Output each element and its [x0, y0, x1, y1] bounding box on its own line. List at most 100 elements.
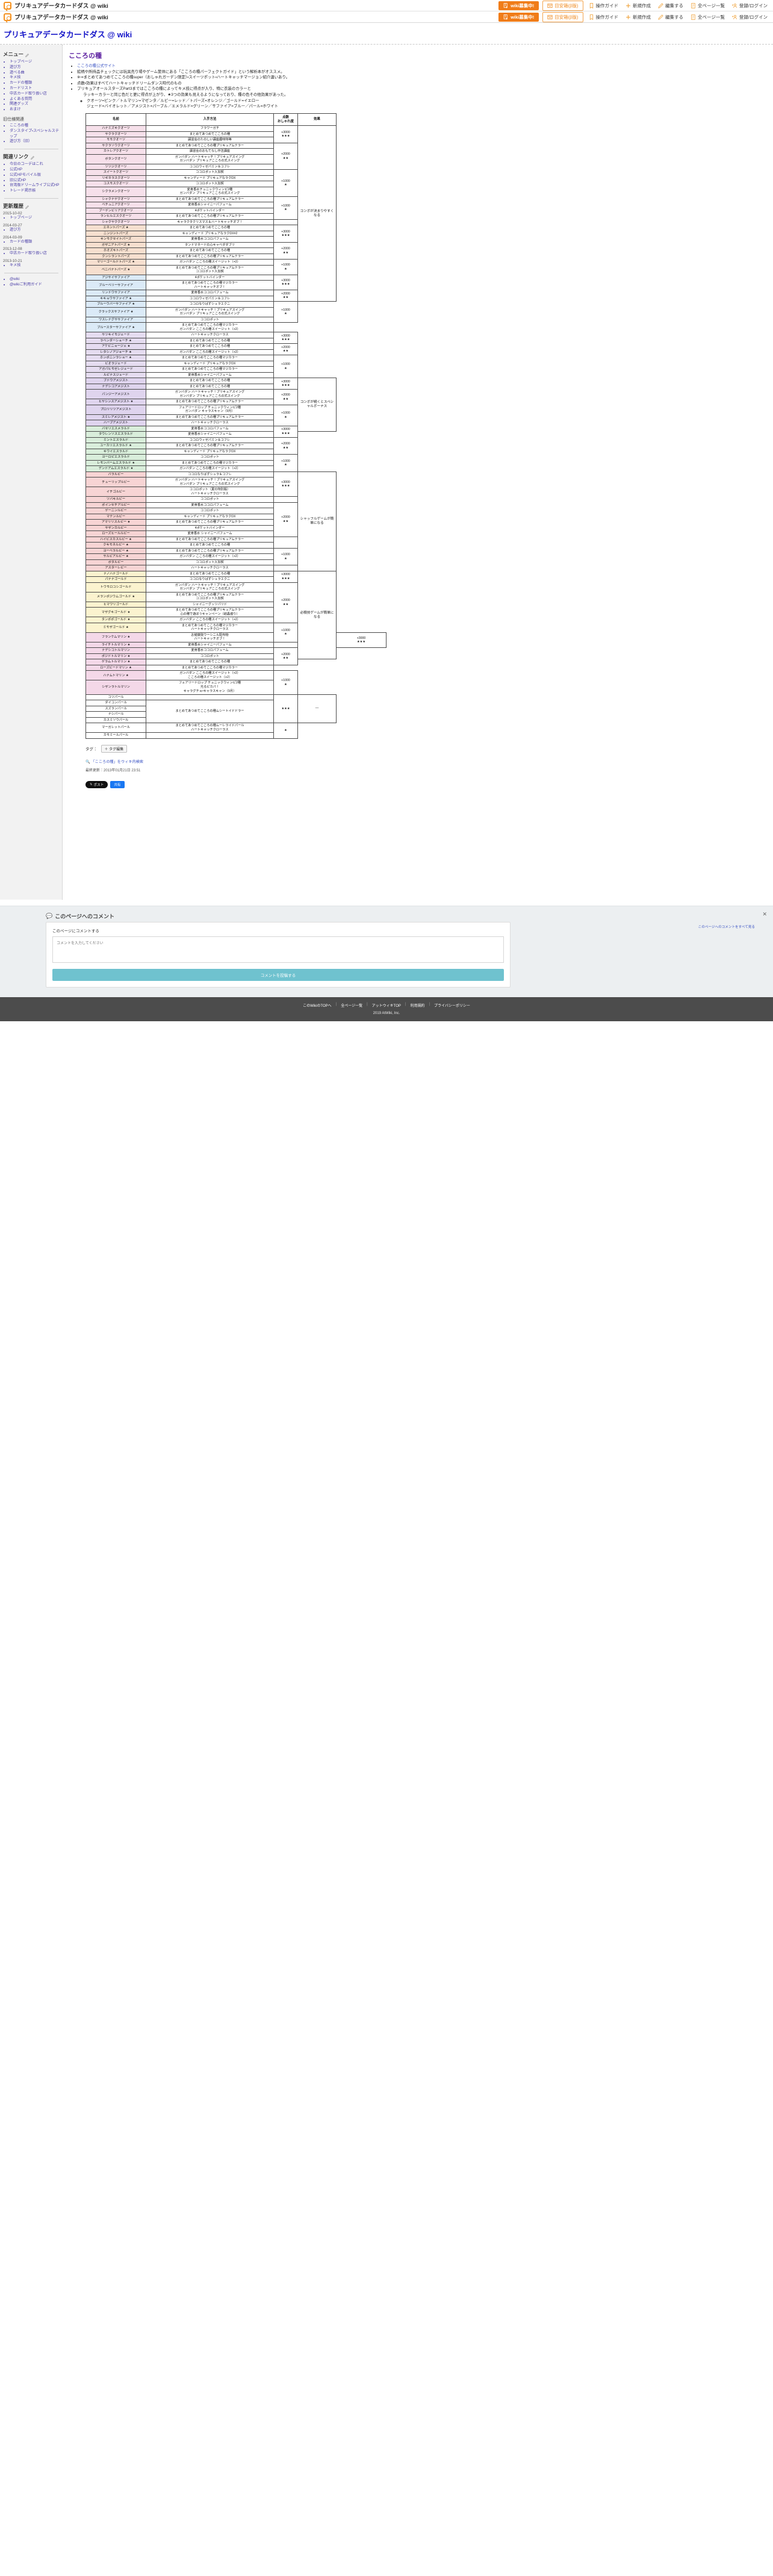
footer-link-3[interactable]: 利用規約 [410, 1004, 425, 1008]
sidebar-item-5[interactable]: カードリスト [10, 86, 60, 92]
link-label[interactable]: カードの種類 [10, 239, 33, 244]
link-label[interactable]: トップページ [10, 215, 33, 220]
sidebar-item-2[interactable]: 遊べる曲 [10, 70, 60, 76]
history-item-2-0[interactable]: カードの種類 [10, 240, 60, 245]
link-label[interactable]: 公式HP [10, 167, 22, 172]
sticky-nav-all-pages[interactable]: 全ページ一覧 [689, 14, 727, 20]
link-label[interactable]: 遊べる曲 [10, 70, 25, 75]
link-label[interactable]: ダンスタイプ・スペシャルステップ [10, 128, 59, 138]
sticky-brand[interactable]: プリキュアデータカードダス @ wiki [4, 13, 108, 22]
link-label[interactable]: カードリスト [10, 86, 33, 90]
sidebar-item-9[interactable]: おまけ [10, 107, 60, 113]
sidebar-footer-item-1[interactable]: @wikiご利用ガイド [10, 282, 60, 288]
pencil-icon[interactable] [25, 204, 29, 209]
nav-guide[interactable]: 操作ガイド [587, 2, 621, 9]
wiki-recruit-button[interactable]: wiki募集中! [498, 1, 539, 10]
content-bullet-link[interactable]: こころの種公式サイト [77, 64, 116, 68]
site-brand[interactable]: プリキュアデータカードダス @ wiki [4, 1, 108, 11]
link-label[interactable]: @wiki [10, 276, 20, 281]
table-row: ナデシコトルマリン 変身香水ココロパフューム +2000 ★★ [85, 647, 386, 665]
link-label[interactable]: @wikiご利用ガイド [10, 282, 42, 287]
nav-all-pages[interactable]: 全ページ一覧 [689, 2, 727, 9]
history-items: 遊び方 [3, 228, 60, 233]
sidebar-legacy-item-0[interactable]: こころの種 [10, 123, 60, 129]
link-label[interactable]: キメ技 [10, 75, 21, 80]
suggestion-box-button[interactable]: 目安箱(β版) [542, 0, 583, 11]
pencil-icon[interactable] [25, 52, 29, 57]
link-label[interactable]: 公式HPモバイル版 [10, 172, 41, 177]
pencil-icon[interactable] [30, 155, 34, 160]
sticky-nav-edit[interactable]: 編集する [656, 14, 685, 20]
link-label[interactable]: トレード掲示板 [10, 188, 36, 193]
link-label[interactable]: 中古カード取り扱い店 [10, 91, 47, 96]
seed-source: フェアリードロップ チュニックウィンピ2種 ガンバダン キャラスキャン（9月） [146, 404, 274, 415]
history-date: 2014-03-27 [3, 223, 22, 228]
link-label[interactable]: 今日のコーデはこれ [10, 162, 43, 167]
seed-table-head: 名前 入手方法 点数 おしゃれ度 効果 [85, 113, 386, 126]
sidebar-item-8[interactable]: 関連グッズ [10, 102, 60, 107]
link-label[interactable]: 関連グッズ [10, 102, 28, 107]
sticky-wiki-recruit-button[interactable]: wiki募集中! [498, 12, 539, 22]
footer-link-0[interactable]: このWikiのTOPへ [303, 1004, 332, 1008]
sidebar-link-item-4[interactable]: 台湾版ドリームライブ公式HP [10, 183, 60, 188]
sidebar-item-4[interactable]: カードの種類 [10, 81, 60, 86]
sidebar-link-item-5[interactable]: トレード掲示板 [10, 188, 60, 194]
content-bullet-0[interactable]: こころの種公式サイト [77, 63, 767, 69]
table-row: アジサイサファイア 4ポケットバインダー +3000 ★★★ [85, 274, 386, 291]
sidebar-item-7[interactable]: よくある質問 [10, 97, 60, 102]
link-label[interactable]: カードの種類 [10, 81, 33, 86]
footer-link-2[interactable]: アットウィキTOP [371, 1004, 401, 1008]
link-label[interactable]: おまけ [10, 107, 21, 112]
link-label[interactable]: 中古カード取り扱い店 [10, 251, 47, 256]
sticky-nav-login[interactable]: 登録/ログイン [730, 14, 769, 20]
comment-input[interactable] [52, 936, 504, 963]
sidebar-link-item-1[interactable]: 公式HP [10, 167, 60, 173]
sidebar-item-6[interactable]: 中古カード取り扱い店 [10, 92, 60, 97]
table-row: マーガレットパール まとめてあつめてこころの種ムーレライドパール ハートキャッチクロ… [85, 723, 386, 739]
x-post-button[interactable]: 𝕏 ポスト [85, 780, 108, 788]
link-label[interactable]: キメ技 [10, 263, 21, 268]
link-label[interactable]: トップページ [10, 60, 33, 64]
facebook-share-button[interactable]: 共有 [110, 780, 125, 788]
sidebar-item-3[interactable]: キメ技 [10, 75, 60, 81]
history-item-0-0[interactable]: トップページ [10, 216, 60, 221]
table-row: ヨーベラルビー ★ まとめてあつめてこころの種プリキュアムテラー +1000 ★ [85, 547, 386, 566]
footer-link-4[interactable]: プライバシーポリシー [434, 1004, 470, 1008]
comment-submit-button[interactable]: コメントを投稿する [52, 969, 504, 981]
sticky-nav-new-page[interactable]: 新規作成 [624, 14, 653, 20]
link-label[interactable]: よくある質問 [10, 96, 33, 101]
sidebar-link-item-2[interactable]: 公式HPモバイル版 [10, 173, 60, 178]
sidebar-legacy-item-2[interactable]: 遊び方（旧） [10, 139, 60, 145]
sticky-nav-guide[interactable]: 操作ガイド [587, 14, 621, 20]
sidebar-footer-item-0[interactable]: @wiki [10, 277, 60, 282]
sidebar-legacy-item-1[interactable]: ダンスタイプ・スペシャルステップ [10, 129, 60, 140]
close-icon[interactable]: ✕ [762, 911, 767, 917]
seed-name: タウレンソスエスラルド [85, 431, 146, 438]
wiki-search-link[interactable]: 🔍 「こころの種」をウィキ内検索 [85, 759, 767, 764]
seed-effect: 必殺技ゲームが簡単になる [297, 570, 337, 660]
nav-login[interactable]: 登録/ログイン [730, 2, 769, 9]
history-item-4-0[interactable]: キメ技 [10, 263, 60, 269]
nav-edit[interactable]: 編集する [656, 2, 685, 9]
view-all-comments-link[interactable]: このページへのコメントをすべて見る [698, 926, 755, 929]
sidebar-link-item-0[interactable]: 今日のコーデはこれ [10, 162, 60, 167]
sidebar-link-item-3[interactable]: 旧公式HP [10, 178, 60, 184]
nav-new-page[interactable]: 新規作成 [624, 2, 653, 9]
link-label[interactable]: 台湾版ドリームライブ公式HP [10, 183, 60, 188]
link-label[interactable]: 遊び方（旧） [10, 139, 33, 144]
link-label[interactable]: 遊び方 [10, 64, 21, 69]
sidebar-item-0[interactable]: トップページ [10, 60, 60, 65]
history-item-3-0[interactable]: 中古カード取り扱い店 [10, 251, 60, 257]
link-label[interactable]: こころの種 [10, 123, 28, 128]
link-label[interactable]: 旧公式HP [10, 178, 26, 182]
tag-edit-button[interactable]: ＋ タグ編集 [101, 744, 128, 753]
link-label[interactable]: 遊び方 [10, 227, 21, 232]
sidebar-item-1[interactable]: 遊び方 [10, 65, 60, 70]
seed-name: ブルースターサファイア ★ [85, 322, 146, 333]
footer-link-1[interactable]: 全ページ一覧 [341, 1004, 363, 1008]
page-title[interactable]: プリキュアデータカードダス @ wiki [4, 30, 132, 39]
seed-name: コスモスクオーツ [85, 181, 146, 187]
history-item-1-0[interactable]: 遊び方 [10, 228, 60, 233]
sticky-suggestion-box-button[interactable]: 目安箱(β版) [542, 11, 583, 22]
seed-source: キャンディード プリキュアなラクDX [146, 175, 274, 182]
